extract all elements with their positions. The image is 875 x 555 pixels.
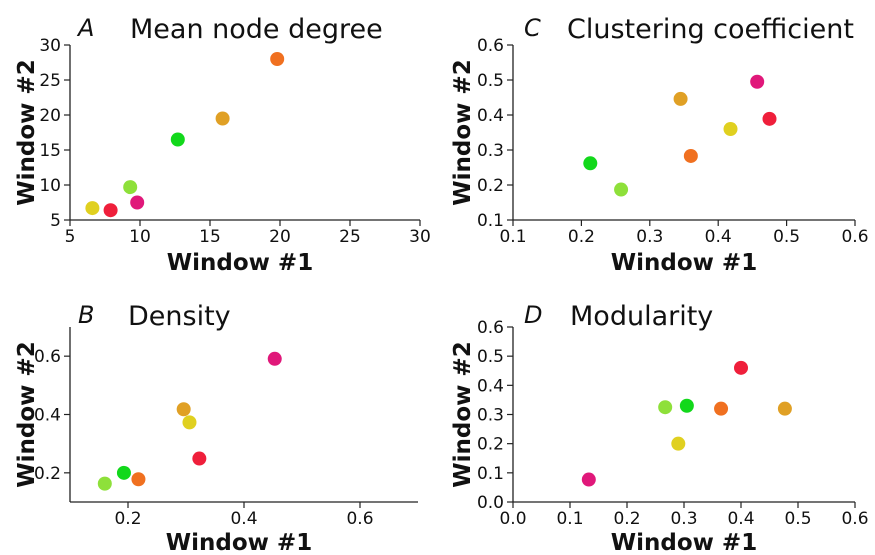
y-tick-label: 0.3 bbox=[477, 406, 504, 426]
y-tick-label: 0.5 bbox=[477, 347, 504, 367]
x-axis-label: Window #1 bbox=[611, 250, 757, 276]
panel-title: Mean node degree bbox=[130, 14, 383, 45]
data-point bbox=[777, 401, 792, 416]
panel-letter: C bbox=[524, 14, 541, 42]
y-tick-label: 5 bbox=[50, 211, 61, 231]
y-tick-label: 20 bbox=[39, 106, 61, 126]
data-point bbox=[130, 195, 145, 210]
y-axis-label: Window #2 bbox=[450, 341, 476, 487]
x-tick-label: 0.5 bbox=[773, 227, 800, 247]
panel-letter: A bbox=[76, 14, 94, 42]
x-tick-label: 0.6 bbox=[841, 509, 868, 529]
x-tick-label: 20 bbox=[269, 227, 291, 247]
y-tick-label: 0.3 bbox=[477, 141, 504, 161]
y-tick-label: 0.1 bbox=[477, 464, 504, 484]
data-point bbox=[614, 182, 629, 197]
y-tick-label: 0.2 bbox=[477, 435, 504, 455]
x-tick-label: 15 bbox=[199, 227, 221, 247]
data-point bbox=[123, 180, 138, 195]
panel-title: Density bbox=[128, 301, 231, 332]
data-point bbox=[683, 148, 698, 163]
y-tick-label: 0.2 bbox=[477, 176, 504, 196]
x-tick-label: 0.2 bbox=[613, 509, 640, 529]
x-tick-label: 0.1 bbox=[556, 509, 583, 529]
panel-letter: B bbox=[78, 301, 94, 329]
y-tick-label: 0.4 bbox=[477, 376, 504, 396]
y-tick-label: 0.1 bbox=[477, 211, 504, 231]
panel-a: A Mean node degree 5 10 15 20 25 30 5 10 15 20 25 30 W… bbox=[14, 14, 431, 276]
data-point bbox=[131, 472, 146, 487]
x-tick-label: 0.2 bbox=[568, 227, 595, 247]
x-tick-label: 0.4 bbox=[727, 509, 754, 529]
y-tick-label: 0.2 bbox=[34, 464, 61, 484]
y-tick-label: 25 bbox=[39, 71, 61, 91]
y-tick-label: 0.6 bbox=[477, 36, 504, 56]
data-point bbox=[267, 351, 282, 366]
y-tick-label: 0.0 bbox=[477, 493, 504, 513]
y-tick-label: 30 bbox=[39, 36, 61, 56]
data-point bbox=[734, 360, 748, 375]
data-point bbox=[270, 52, 285, 66]
data-point bbox=[583, 156, 598, 171]
data-point bbox=[581, 472, 596, 487]
data-point bbox=[658, 400, 673, 415]
x-tick-label: 0.1 bbox=[499, 227, 526, 247]
y-axis-label: Window #2 bbox=[14, 341, 40, 487]
x-tick-label: 0.3 bbox=[636, 227, 663, 247]
y-tick-label: 15 bbox=[39, 141, 61, 161]
data-point bbox=[176, 402, 191, 417]
x-tick-label: 10 bbox=[129, 227, 151, 247]
y-tick-label: 0.6 bbox=[34, 347, 61, 367]
data-point bbox=[170, 132, 185, 147]
x-tick-label: 0.4 bbox=[705, 227, 732, 247]
x-axis-label: Window #1 bbox=[166, 530, 312, 555]
panel-title: Modularity bbox=[570, 301, 713, 332]
data-point bbox=[97, 476, 112, 491]
panel-c: C Clustering coefficient 0.1 0.2 0.3 0.4 0.5 0.… bbox=[450, 14, 869, 276]
y-axis-label: Window #2 bbox=[450, 59, 476, 205]
x-tick-label: 0.0 bbox=[499, 509, 526, 529]
data-point bbox=[679, 398, 694, 413]
x-tick-label: 0.3 bbox=[670, 509, 697, 529]
y-tick-label: 0.4 bbox=[477, 106, 504, 126]
x-tick-label: 0.6 bbox=[346, 509, 373, 529]
y-tick-label: 0.5 bbox=[477, 71, 504, 91]
data-point bbox=[192, 451, 207, 466]
panel-d: D Modularity 0.0 0.1 0.2 0.3 0.4 0.5 0.6 0.0 0.1 0.… bbox=[450, 301, 869, 555]
data-point bbox=[103, 203, 118, 218]
data-point bbox=[85, 201, 100, 216]
x-tick-label: 25 bbox=[339, 227, 361, 247]
x-axis-label: Window #1 bbox=[611, 530, 757, 555]
x-tick-label: 0.5 bbox=[784, 509, 811, 529]
data-point bbox=[723, 122, 738, 136]
panel-b: B Density 0.2 0.4 0.6 0.2 0.4 0.6 Window #1 Windo… bbox=[14, 301, 418, 555]
y-tick-label: 0.4 bbox=[34, 406, 61, 426]
x-tick-label: 0.4 bbox=[230, 509, 257, 529]
data-point bbox=[182, 415, 197, 430]
data-point bbox=[671, 436, 686, 451]
panel-title: Clustering coefficient bbox=[567, 14, 854, 45]
x-tick-label: 5 bbox=[65, 227, 76, 247]
data-point bbox=[750, 74, 765, 89]
y-tick-label: 0.6 bbox=[477, 318, 504, 338]
y-tick-label: 10 bbox=[39, 176, 61, 196]
data-point bbox=[714, 401, 729, 416]
x-tick-label: 30 bbox=[409, 227, 431, 247]
y-axis-label: Window #2 bbox=[14, 59, 40, 205]
data-point bbox=[673, 91, 688, 106]
data-point bbox=[762, 111, 777, 126]
data-point bbox=[215, 111, 230, 126]
x-tick-label: 0.2 bbox=[114, 509, 141, 529]
data-point bbox=[116, 465, 131, 480]
x-axis-label: Window #1 bbox=[167, 250, 313, 276]
x-tick-label: 0.6 bbox=[841, 227, 868, 247]
panel-letter: D bbox=[524, 301, 542, 329]
